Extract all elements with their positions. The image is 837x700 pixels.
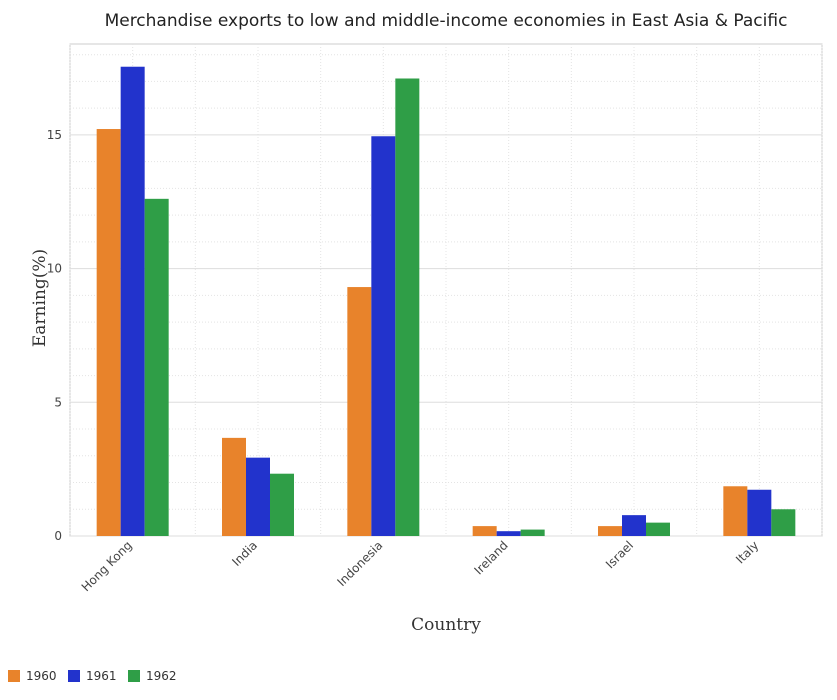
- legend-label: 1962: [146, 669, 177, 683]
- y-axis-label: Earning(%): [30, 249, 50, 347]
- bar-1962-hong-kong: [144, 198, 169, 536]
- legend-label: 1961: [86, 669, 117, 683]
- x-tick-label: Indonesia: [335, 538, 386, 589]
- y-tick-label: 15: [47, 128, 62, 142]
- bar-1960-india: [222, 437, 246, 536]
- bar-1962-ireland: [520, 529, 545, 536]
- x-tick-label: India: [229, 538, 260, 569]
- x-tick-label: Italy: [733, 538, 761, 566]
- bar-1962-indonesia: [395, 78, 420, 537]
- bar-1961-italy: [747, 489, 772, 536]
- x-tick-label: Ireland: [472, 538, 511, 577]
- bar-1962-israel: [646, 522, 670, 536]
- chart-title: Merchandise exports to low and middle-in…: [105, 11, 788, 31]
- y-tick-label: 5: [54, 395, 62, 409]
- bar-1961-ireland: [496, 531, 521, 536]
- legend-swatch: [8, 670, 20, 682]
- x-tick-label: Hong Kong: [79, 538, 135, 594]
- bar-1960-italy: [723, 486, 748, 536]
- bar-1961-indonesia: [371, 136, 396, 536]
- bar-1962-india: [270, 473, 294, 536]
- bar-1960-ireland: [472, 526, 497, 536]
- bar-1961-hong-kong: [120, 66, 145, 536]
- plot-area: 0 5 10 15 Hong Kong India Indonesia Ireland Isra…: [47, 43, 823, 594]
- x-tick-label: Israel: [603, 538, 636, 571]
- legend-swatch: [128, 670, 140, 682]
- bar-1962-italy: [771, 509, 796, 536]
- bar-1960-hong-kong: [96, 129, 121, 536]
- legend-swatch: [68, 670, 80, 682]
- y-tick-label: 0: [54, 529, 62, 543]
- bar-1961-israel: [622, 515, 646, 536]
- bar-1961-india: [246, 457, 270, 536]
- x-axis-label: Country: [411, 615, 481, 635]
- y-tick-label: 10: [47, 262, 62, 276]
- bar-1960-indonesia: [347, 287, 372, 536]
- legend: 1960 1961 1962: [8, 669, 177, 683]
- bar-1960-israel: [598, 526, 622, 536]
- legend-label: 1960: [26, 669, 57, 683]
